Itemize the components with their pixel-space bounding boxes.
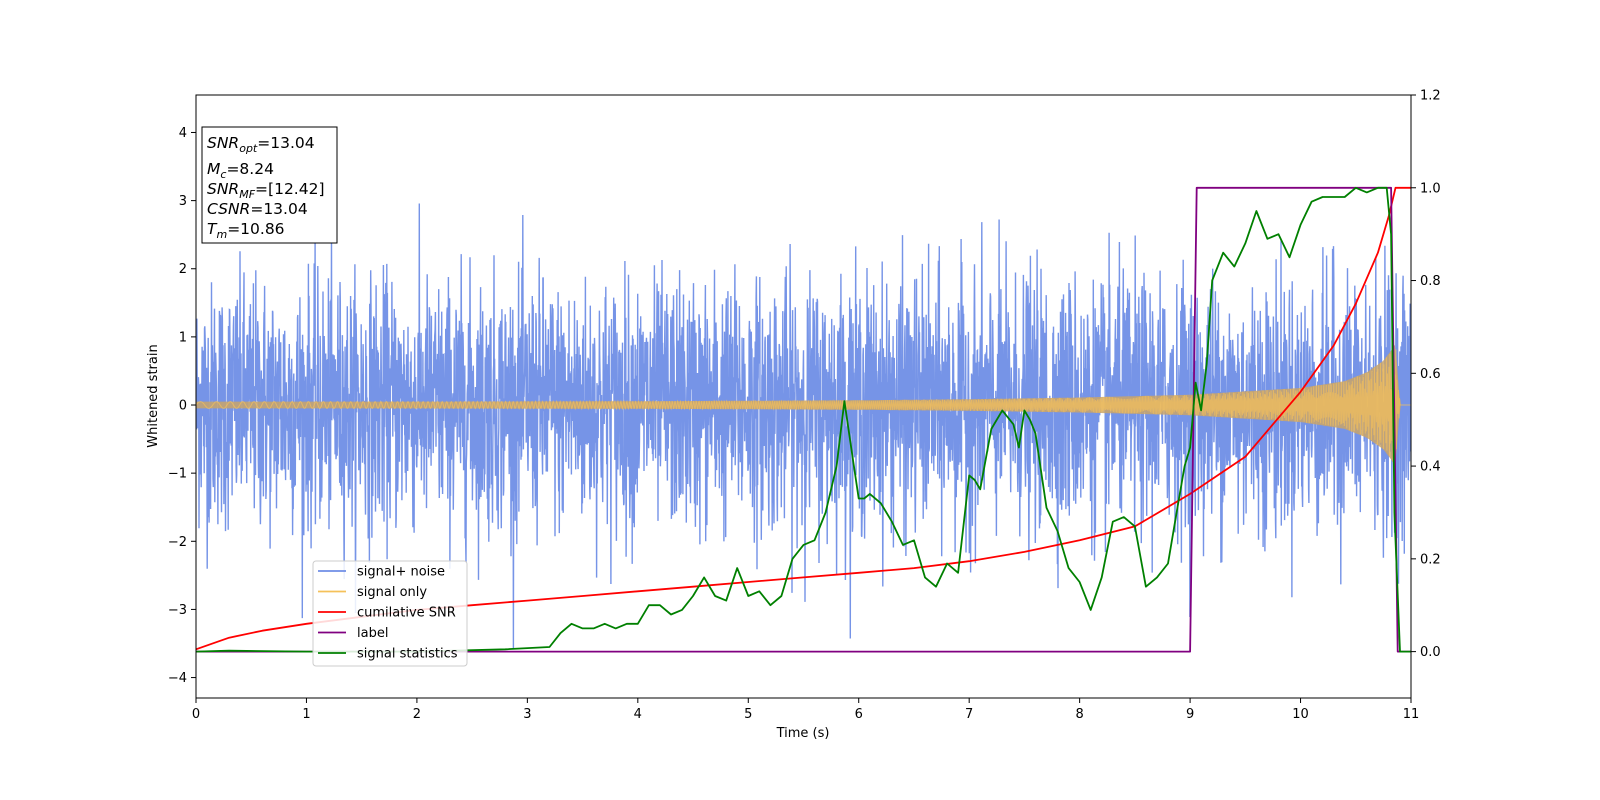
legend: signal+ noise signal only cumilative SNR la… — [312, 560, 468, 667]
y-axis-right: 0.0 0.2 0.4 0.6 0.8 1.0 1.2 — [1411, 89, 1441, 660]
x-tick-label: 5 — [744, 707, 752, 722]
series-signal-only — [196, 349, 1411, 462]
info-line-value: =13.04 — [257, 134, 314, 152]
plot-frame — [195, 94, 1412, 699]
x-tick-label: 10 — [1292, 707, 1309, 722]
series-signal-statistics — [196, 186, 1411, 653]
info-line: Tm=10.86 — [207, 220, 285, 241]
y-left-tick-label: 2 — [179, 262, 187, 277]
legend-label: signal statistics — [357, 647, 458, 662]
y-left-tick-label: 0 — [179, 399, 187, 414]
y-right-tick-label: 1.0 — [1420, 181, 1441, 196]
info-line-value: =10.86 — [227, 220, 284, 238]
y-left-tick-label: 3 — [179, 194, 187, 209]
y-right-tick-label: 1.2 — [1420, 89, 1441, 104]
y-left-tick-label: 4 — [179, 126, 187, 141]
x-tick-label: 4 — [634, 707, 642, 722]
info-line-symbol: T — [207, 220, 218, 238]
info-box: SNRopt=13.04Mc=8.24SNRMF=[12.42]CSNR=13.… — [201, 126, 338, 244]
y-right-tick-label: 0.8 — [1420, 274, 1441, 289]
y-right-tick-label: 0.2 — [1420, 552, 1441, 567]
legend-frame — [312, 560, 468, 667]
y-left-tick-label: 1 — [179, 330, 187, 345]
legend-label: signal+ noise — [357, 565, 445, 580]
y-left-tick-label: −2 — [168, 535, 187, 550]
y-left-tick-label: −4 — [168, 671, 187, 686]
x-axis-title: Time (s) — [776, 726, 830, 741]
y-left-tick-label: −3 — [168, 603, 187, 618]
info-line: CSNR=13.04 — [207, 200, 308, 218]
legend-label: signal only — [357, 585, 427, 600]
info-line-value: =13.04 — [250, 200, 307, 218]
x-tick-label: 9 — [1186, 707, 1194, 722]
x-tick-label: 11 — [1403, 707, 1420, 722]
info-line-subscript: m — [216, 228, 227, 241]
y-axis-left: −4 −3 −2 −1 0 1 2 3 4 — [168, 126, 196, 686]
legend-label: cumilative SNR — [357, 606, 456, 621]
info-line-subscript: MF — [239, 188, 255, 201]
y-right-tick-label: 0.0 — [1420, 645, 1441, 660]
x-tick-label: 6 — [855, 707, 863, 722]
x-tick-label: 8 — [1075, 707, 1083, 722]
x-tick-label: 0 — [192, 707, 200, 722]
info-line-symbol: SNR — [207, 134, 239, 152]
info-line: SNRMF=[12.42] — [207, 180, 325, 201]
y-right-tick-label: 0.4 — [1420, 460, 1441, 475]
y-right-tick-label: 0.6 — [1420, 367, 1441, 382]
legend-label: label — [357, 626, 388, 641]
info-line-symbol: CSNR — [207, 200, 250, 218]
y-axis-title: Whitened strain — [146, 344, 161, 447]
info-line-subscript: c — [220, 168, 226, 181]
info-line: Mc=8.24 — [207, 160, 274, 181]
x-tick-label: 1 — [302, 707, 310, 722]
x-axis: 0 1 2 3 4 5 6 7 8 9 10 11 — [192, 698, 1419, 722]
info-line: SNRopt=13.04 — [207, 134, 315, 155]
info-box-frame — [201, 126, 338, 244]
info-line-subscript: opt — [239, 142, 258, 155]
info-line-value: =[12.42] — [255, 180, 324, 198]
x-tick-label: 7 — [965, 707, 973, 722]
x-tick-label: 3 — [523, 707, 531, 722]
y-left-tick-label: −1 — [168, 467, 187, 482]
x-tick-label: 2 — [413, 707, 421, 722]
info-line-value: =8.24 — [226, 160, 274, 178]
info-line-symbol: M — [207, 160, 220, 178]
info-line-symbol: SNR — [207, 180, 239, 198]
